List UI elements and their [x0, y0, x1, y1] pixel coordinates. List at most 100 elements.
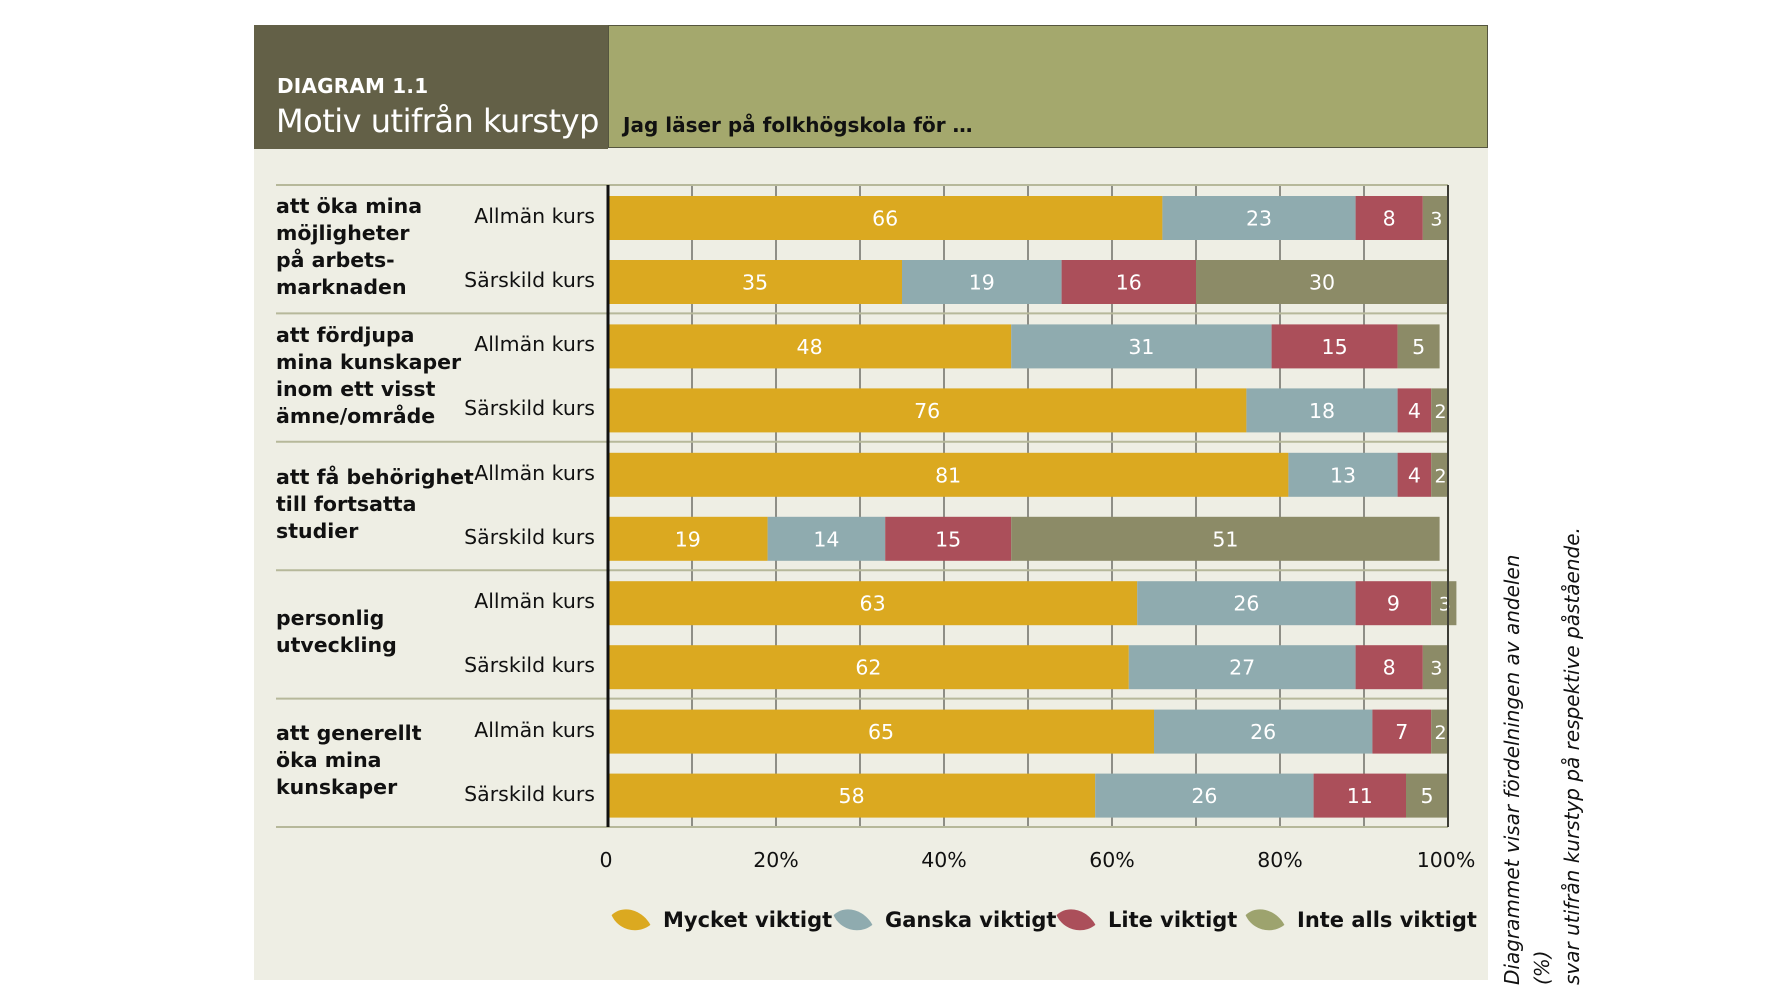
data-label: 9 [1387, 592, 1400, 616]
bar-segment [1095, 773, 1314, 818]
bar-segment [608, 581, 1138, 626]
bar-segment [1271, 324, 1398, 369]
legend-label: Mycket viktigt [663, 908, 833, 932]
data-label: 16 [1116, 271, 1142, 295]
data-label: 31 [1128, 335, 1154, 359]
bar-segment [608, 709, 1154, 754]
x-tick-label: 60% [1089, 848, 1135, 872]
bar-segment [1431, 581, 1457, 626]
data-label: 51 [1212, 527, 1238, 551]
bar-segment [767, 516, 886, 561]
bar-segment [1431, 452, 1448, 497]
row-label: Allmän kurs [474, 204, 595, 228]
bar-segment [608, 773, 1096, 818]
legend-label: Lite viktigt [1108, 908, 1238, 932]
row-label: Allmän kurs [474, 717, 595, 742]
row-label: Allmän kurs [474, 332, 595, 357]
header-title-block [254, 25, 608, 149]
bar-segment [1372, 709, 1432, 754]
row-label: Särskild kurs [464, 268, 595, 292]
data-label: 27 [1229, 656, 1255, 680]
group-label: att fördjupa mina kunskaper inom ett vis… [276, 322, 462, 428]
legend-leaf-icon [611, 909, 651, 931]
bar-segment [1246, 388, 1398, 433]
x-tick-label: 0 [599, 848, 613, 872]
data-label: 63 [860, 592, 886, 616]
data-label: 2 [1435, 465, 1447, 487]
x-tick-label: 80% [1257, 848, 1303, 872]
row-label: Särskild kurs [464, 781, 595, 806]
legend-item: Inte alls viktigt [1243, 908, 1477, 932]
bar-segment [1011, 516, 1440, 561]
group-label: personlig utveckling [276, 606, 397, 658]
bar-segment [1406, 773, 1448, 818]
group-label: att generellt öka mina kunskaper [276, 721, 422, 800]
chart-subtitle: Jag läser på folkhögskola för … [623, 113, 973, 137]
row-label: Särskild kurs [464, 653, 595, 678]
data-label: 19 [675, 527, 701, 551]
bar-segment [1137, 581, 1356, 626]
data-label: 13 [1330, 463, 1356, 487]
data-label: 19 [969, 271, 995, 295]
bar-segment [1162, 196, 1356, 240]
legend-item: Lite viktigt [1054, 908, 1237, 932]
data-label: 3 [1430, 658, 1442, 680]
chart-note: Diagrammet visar fördelningen av andelen… [1500, 527, 1584, 985]
data-label: 48 [797, 335, 823, 359]
legend-item: Mycket viktigt [609, 908, 832, 932]
bar-segment [1355, 645, 1423, 690]
group-label: att öka mina möjligheter på arbets- mark… [276, 194, 423, 300]
legend-leaf-icon [1245, 909, 1285, 931]
x-tick-label: 20% [753, 848, 799, 872]
bar-segment [1011, 324, 1272, 369]
bar-segment [1397, 452, 1432, 497]
data-label: 26 [1191, 784, 1217, 808]
data-label: 5 [1412, 335, 1425, 359]
bar-segment [1431, 709, 1448, 754]
bar-segment [885, 516, 1012, 561]
bar-segment [1397, 324, 1440, 369]
data-label: 8 [1383, 207, 1396, 231]
bar-segment [608, 260, 902, 304]
data-label: 2 [1435, 401, 1447, 423]
data-label: 35 [742, 271, 768, 295]
data-label: 7 [1395, 720, 1408, 744]
x-tick-label: 40% [921, 848, 967, 872]
data-label: 76 [914, 399, 940, 423]
bar-segment [1196, 260, 1448, 304]
row-label: Allmän kurs [474, 460, 595, 485]
bar-segment [1422, 645, 1448, 690]
bar-segment [1397, 388, 1432, 433]
data-label: 11 [1347, 784, 1373, 808]
data-label: 62 [855, 656, 881, 680]
row-label: Särskild kurs [464, 396, 595, 421]
data-label: 81 [935, 463, 961, 487]
data-label: 15 [935, 527, 961, 551]
bar-segment [1288, 452, 1398, 497]
data-label: 23 [1246, 207, 1272, 231]
bar-segment [1128, 645, 1356, 690]
legend-label: Inte alls viktigt [1297, 908, 1477, 932]
legend-leaf-icon [833, 909, 873, 931]
data-label: 3 [1439, 594, 1451, 616]
bar-segment [608, 452, 1289, 497]
data-label: 26 [1250, 720, 1276, 744]
data-label: 66 [872, 207, 898, 231]
bar-segment [608, 645, 1129, 690]
bar-segment [1061, 260, 1196, 304]
data-label: 4 [1408, 463, 1421, 487]
data-label: 8 [1383, 656, 1396, 680]
bar-segment [608, 196, 1163, 240]
x-tick-label: 100% [1416, 848, 1476, 872]
bar-segment [1431, 388, 1448, 433]
bar-segment [1154, 709, 1373, 754]
data-label: 26 [1233, 592, 1259, 616]
data-label: 58 [839, 784, 865, 808]
data-label: 2 [1435, 722, 1447, 744]
data-label: 4 [1408, 399, 1421, 423]
legend-item: Ganska viktigt [831, 908, 1056, 932]
bar-segment [1313, 773, 1406, 818]
legend-label: Ganska viktigt [885, 908, 1057, 932]
bar-segment [608, 324, 1012, 369]
